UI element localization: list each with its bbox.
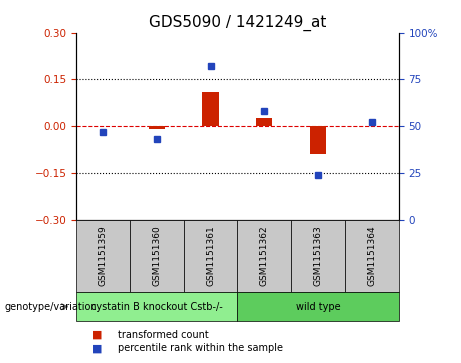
Bar — [256, 118, 272, 126]
Text: wild type: wild type — [296, 302, 340, 312]
Text: GSM1151362: GSM1151362 — [260, 225, 269, 286]
Text: transformed count: transformed count — [118, 330, 208, 340]
Text: ■: ■ — [92, 343, 103, 354]
Bar — [202, 92, 219, 126]
Text: GSM1151360: GSM1151360 — [152, 225, 161, 286]
Text: GSM1151359: GSM1151359 — [99, 225, 107, 286]
Text: GSM1151361: GSM1151361 — [206, 225, 215, 286]
Bar — [148, 126, 165, 129]
Text: genotype/variation: genotype/variation — [5, 302, 97, 312]
Text: cystatin B knockout Cstb-/-: cystatin B knockout Cstb-/- — [91, 302, 223, 312]
Bar — [310, 126, 326, 154]
Text: percentile rank within the sample: percentile rank within the sample — [118, 343, 283, 354]
Title: GDS5090 / 1421249_at: GDS5090 / 1421249_at — [149, 15, 326, 31]
Text: GSM1151363: GSM1151363 — [313, 225, 323, 286]
Text: ■: ■ — [92, 330, 103, 340]
Text: GSM1151364: GSM1151364 — [367, 225, 376, 286]
